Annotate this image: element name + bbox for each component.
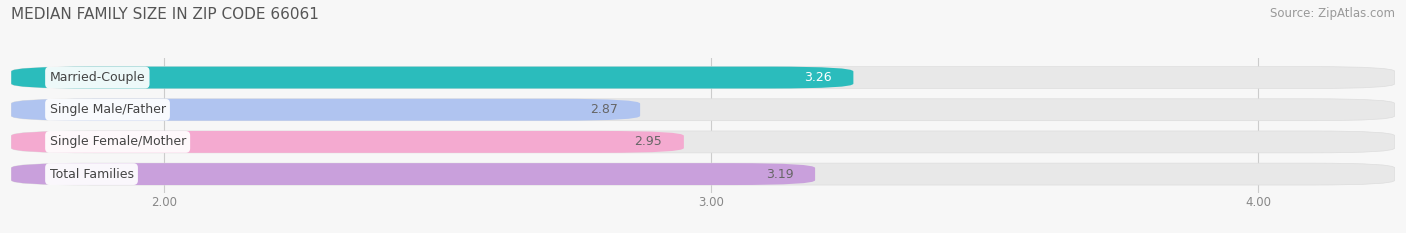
FancyBboxPatch shape — [11, 131, 1395, 153]
Text: Total Families: Total Families — [49, 168, 134, 181]
FancyBboxPatch shape — [11, 99, 640, 121]
FancyBboxPatch shape — [11, 67, 1395, 89]
FancyBboxPatch shape — [11, 131, 683, 153]
Text: MEDIAN FAMILY SIZE IN ZIP CODE 66061: MEDIAN FAMILY SIZE IN ZIP CODE 66061 — [11, 7, 319, 22]
Text: 2.95: 2.95 — [634, 135, 662, 148]
FancyBboxPatch shape — [11, 163, 1395, 185]
Text: Single Female/Mother: Single Female/Mother — [49, 135, 186, 148]
FancyBboxPatch shape — [11, 163, 815, 185]
Text: Single Male/Father: Single Male/Father — [49, 103, 166, 116]
FancyBboxPatch shape — [11, 99, 1395, 121]
FancyBboxPatch shape — [11, 67, 853, 89]
Text: Married-Couple: Married-Couple — [49, 71, 145, 84]
Text: Source: ZipAtlas.com: Source: ZipAtlas.com — [1270, 7, 1395, 20]
Text: 2.87: 2.87 — [591, 103, 619, 116]
Text: 3.26: 3.26 — [804, 71, 831, 84]
Text: 3.19: 3.19 — [766, 168, 793, 181]
